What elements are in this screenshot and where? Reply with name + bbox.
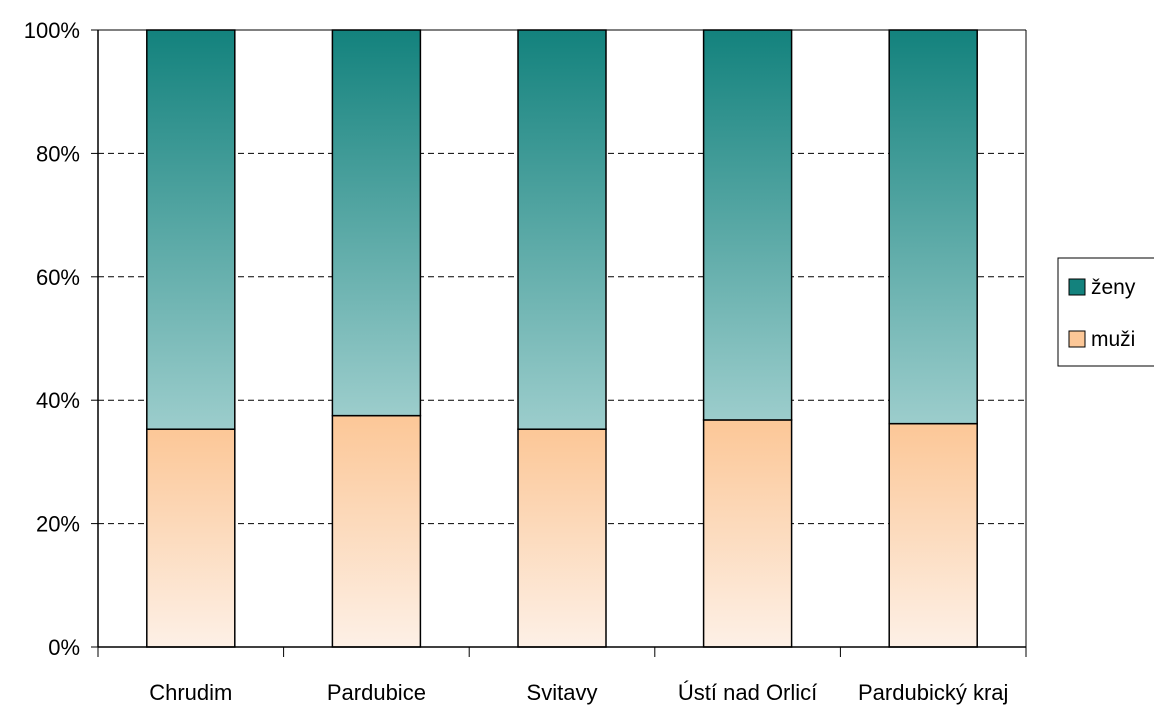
x-tick-label: Pardubice xyxy=(327,680,426,705)
bar-muzi xyxy=(331,414,422,648)
legend-swatch-zeny xyxy=(1068,278,1086,296)
x-tick-label: Ústí nad Orlicí xyxy=(678,680,817,705)
bar-muzi xyxy=(517,428,607,648)
bar-zeny xyxy=(517,29,607,430)
bar-zeny xyxy=(331,29,422,417)
legend: ženy muži xyxy=(1057,257,1154,367)
x-tick-label: Pardubický kraj xyxy=(858,680,1008,705)
x-tick-labels: Chrudim Pardubice Svitavy Ústí nad Orlicí Pa… xyxy=(149,680,1008,705)
y-tick-label: 100% xyxy=(24,18,80,43)
bar-muzi xyxy=(888,422,978,648)
x-tick-label: Chrudim xyxy=(149,680,232,705)
y-tick-labels: 0% 20% 40% 60% 80% 100% xyxy=(24,18,80,660)
bar-zeny xyxy=(702,29,793,421)
x-tick-label: Svitavy xyxy=(527,680,598,705)
y-tick-label: 20% xyxy=(36,512,80,537)
y-tick-label: 40% xyxy=(36,388,80,413)
y-tick-label: 0% xyxy=(48,635,80,660)
axes-layer xyxy=(91,29,1027,657)
legend-label-zeny: ženy xyxy=(1091,276,1136,299)
bar-zeny xyxy=(146,29,236,430)
bar-zeny xyxy=(888,29,978,425)
bar-muzi xyxy=(146,428,236,648)
legend-label-muzi: muži xyxy=(1091,328,1135,351)
bars-layer xyxy=(146,29,978,648)
legend-frame xyxy=(1057,257,1154,367)
y-tick-label: 80% xyxy=(36,141,80,166)
y-tick-label: 60% xyxy=(36,265,80,290)
bar-muzi xyxy=(702,419,793,648)
legend-swatch-muzi xyxy=(1068,330,1086,348)
